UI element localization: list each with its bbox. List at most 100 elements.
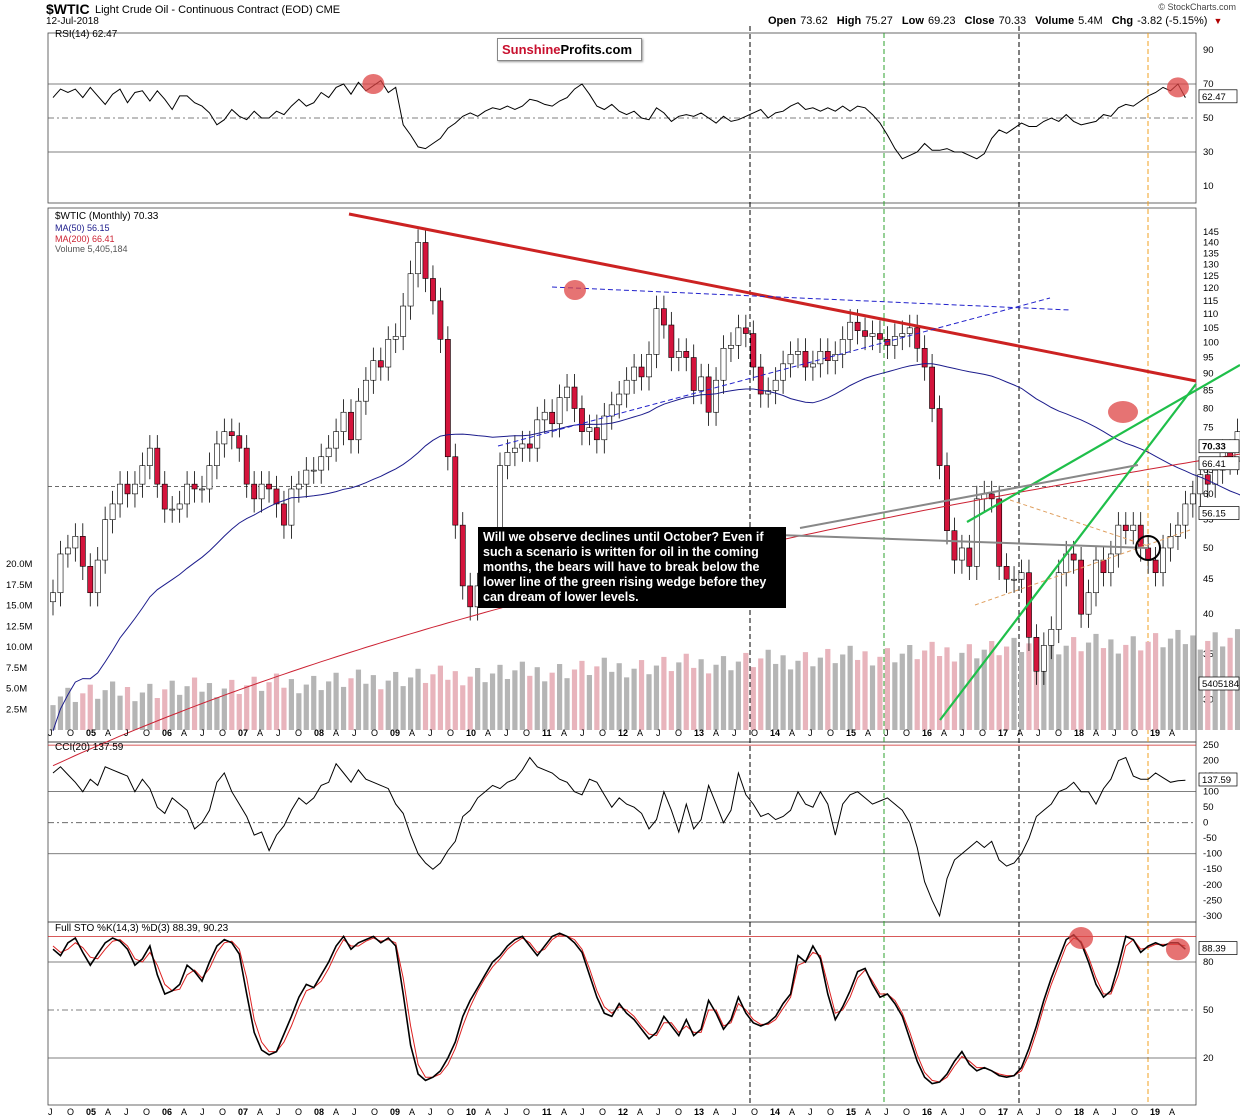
volume-bar (735, 661, 741, 730)
volume-bar (631, 668, 637, 730)
candle-body (750, 333, 757, 368)
volume-bar (616, 663, 622, 730)
bottom-x-tick-label: A (181, 1107, 187, 1117)
volume-bar (363, 683, 369, 730)
candle-body (914, 327, 921, 349)
price-tick-label: 140 (1203, 237, 1219, 248)
volume-bar (1026, 643, 1032, 730)
volume-bar (810, 666, 816, 730)
volume-bar (1175, 629, 1181, 730)
bottom-x-tick-label: J (48, 1107, 53, 1117)
candle-body (1055, 572, 1062, 630)
candle-body (944, 465, 950, 531)
candle-body (72, 536, 79, 549)
open-label: Open (768, 15, 797, 27)
candle-body (1175, 524, 1181, 537)
price-tick-label: 95 (1203, 353, 1214, 364)
volume-bar (1004, 646, 1010, 730)
volume-bar (638, 660, 645, 730)
volume-bar (348, 678, 354, 730)
cci-tick-label: 250 (1203, 740, 1219, 751)
bottom-x-tick-label: A (1017, 1107, 1023, 1117)
candle-body (504, 452, 511, 466)
candle-body (400, 305, 407, 337)
volume-bar (281, 687, 287, 730)
volume-bar (743, 652, 749, 730)
candle-body (690, 357, 697, 391)
bottom-x-tick-label: 13 (694, 1107, 704, 1117)
volume-bar (1063, 645, 1069, 730)
rsi-value-label: 62.47 (1202, 92, 1226, 103)
volume-bar (1011, 637, 1017, 730)
sto-value-label: 88.39 (1202, 944, 1226, 955)
volume-bar (527, 675, 533, 730)
bottom-x-tick-label: J (504, 1107, 509, 1117)
candle-body (362, 379, 369, 402)
candle-body (541, 411, 548, 421)
volume-bar (1190, 635, 1196, 730)
volume-bar (683, 653, 689, 730)
x-tick-label: A (941, 728, 947, 738)
candle-body (333, 431, 339, 449)
cci-tick-label: -250 (1203, 895, 1222, 906)
sto-k-line (52, 932, 1186, 1085)
bottom-x-tick-label: O (371, 1107, 378, 1117)
volume-bar (944, 647, 950, 730)
volume-bar (378, 689, 384, 730)
candle-body (117, 483, 123, 505)
volume-bar (95, 698, 101, 730)
volume-bar (259, 690, 265, 730)
cci-tick-label: 200 (1203, 756, 1219, 767)
high-label: High (836, 15, 862, 27)
volume-bar (1078, 651, 1084, 730)
candle-body (1115, 524, 1122, 555)
candle-body (780, 363, 786, 381)
candle-body (176, 503, 183, 510)
volume-bar (504, 678, 511, 730)
candle-body (65, 547, 71, 555)
x-tick-label: J (580, 728, 585, 738)
cci-panel-frame (47, 741, 1197, 923)
candle-body (646, 354, 652, 378)
x-tick-label: A (561, 728, 567, 738)
volume-bar (311, 675, 317, 730)
volume-bar (110, 681, 116, 730)
volume-bar (475, 667, 481, 730)
candle-body (422, 242, 429, 279)
x-tick-label: O (827, 728, 834, 738)
x-tick-label: A (789, 728, 795, 738)
ohlc-readout: Open 73.62 High 75.27 Low 69.23 Close 70… (768, 15, 1228, 27)
x-tick-label: O (599, 728, 606, 738)
volume-bar (519, 661, 525, 730)
volume-bar (1056, 654, 1062, 730)
rsi-top-marker (1166, 77, 1189, 98)
low-label: Low (901, 15, 924, 27)
x-tick-label: 11 (542, 728, 552, 738)
candle-body (132, 483, 138, 495)
x-tick-label: O (675, 728, 682, 738)
logo-part-2: Profits.com (560, 42, 633, 57)
volume-bar (50, 705, 56, 730)
candle-body (906, 327, 913, 334)
volume-bar (184, 686, 190, 730)
rsi-tick-label: 90 (1203, 45, 1214, 56)
ma200-legend: MA(200) 66.41 (55, 234, 115, 244)
candle-body (519, 443, 526, 449)
bottom-x-tick-label: A (1169, 1107, 1175, 1117)
x-tick-label: A (485, 728, 491, 738)
volume-bar (512, 670, 518, 730)
candle-body (958, 547, 965, 561)
candle-body (303, 469, 310, 485)
candle-body (593, 427, 600, 441)
candle-body (57, 553, 64, 594)
candle-body (713, 379, 719, 413)
candle-body (444, 339, 451, 458)
chart-date: 12-Jul-2018 (46, 16, 99, 27)
candle-body (660, 308, 667, 326)
price-value-box-0 (1198, 439, 1240, 454)
candle-body (325, 447, 332, 458)
price-tick-label: 65 (1203, 465, 1214, 476)
candle-body (683, 351, 690, 358)
volume-bar (65, 687, 71, 730)
candle-body (273, 488, 280, 505)
